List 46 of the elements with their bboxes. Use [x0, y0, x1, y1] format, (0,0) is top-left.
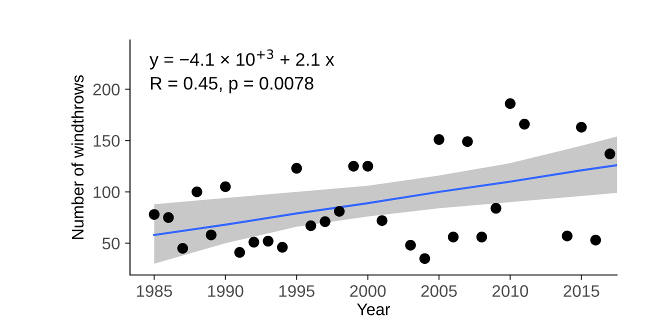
point: [291, 162, 302, 174]
point: [334, 206, 345, 217]
annotation: y = −4.1 × 10$^{+3}$ + 2.1 x: [150, 49, 334, 70]
point: [405, 240, 416, 251]
x-tick-label: 2000: [350, 285, 386, 297]
point: [504, 98, 516, 110]
point: [206, 230, 217, 240]
point: [163, 212, 174, 223]
point: [262, 236, 274, 247]
line-series: [153, 164, 617, 236]
point: [248, 236, 260, 248]
point: [177, 242, 188, 254]
point: [419, 253, 430, 264]
point: [234, 247, 246, 258]
y-tick-label: 50: [102, 238, 120, 250]
x-tick-label: 2010: [492, 285, 528, 297]
point: [576, 122, 587, 133]
point: [320, 216, 330, 228]
point: [590, 234, 602, 246]
point: [434, 134, 444, 145]
point: [462, 136, 473, 147]
point: [490, 202, 502, 214]
y-tick-label: 100: [94, 186, 120, 198]
point: [192, 186, 202, 198]
point: [562, 230, 573, 242]
point: [448, 232, 459, 242]
point: [604, 148, 616, 160]
x-tick-label: 2005: [421, 285, 457, 297]
x-tick-label: 1990: [208, 285, 244, 297]
point: [362, 160, 374, 172]
x-tick-label: 2015: [564, 285, 600, 297]
point: [305, 220, 316, 232]
y-tick-label: 200: [93, 84, 120, 96]
point: [348, 160, 359, 172]
point: [220, 181, 231, 192]
point: [519, 118, 530, 130]
annotation: R = 0.45, p = 0.0078: [150, 76, 314, 94]
y-tick-label: 150: [94, 134, 120, 147]
point: [276, 242, 288, 253]
y-axis-title: Number of windthrows: [71, 75, 84, 240]
point: [376, 215, 388, 226]
x-axis-title: Year: [357, 304, 390, 316]
x-tick-label: 1985: [136, 285, 172, 297]
point: [476, 232, 488, 242]
x-tick-label: 1995: [279, 285, 314, 297]
point: [148, 209, 160, 220]
